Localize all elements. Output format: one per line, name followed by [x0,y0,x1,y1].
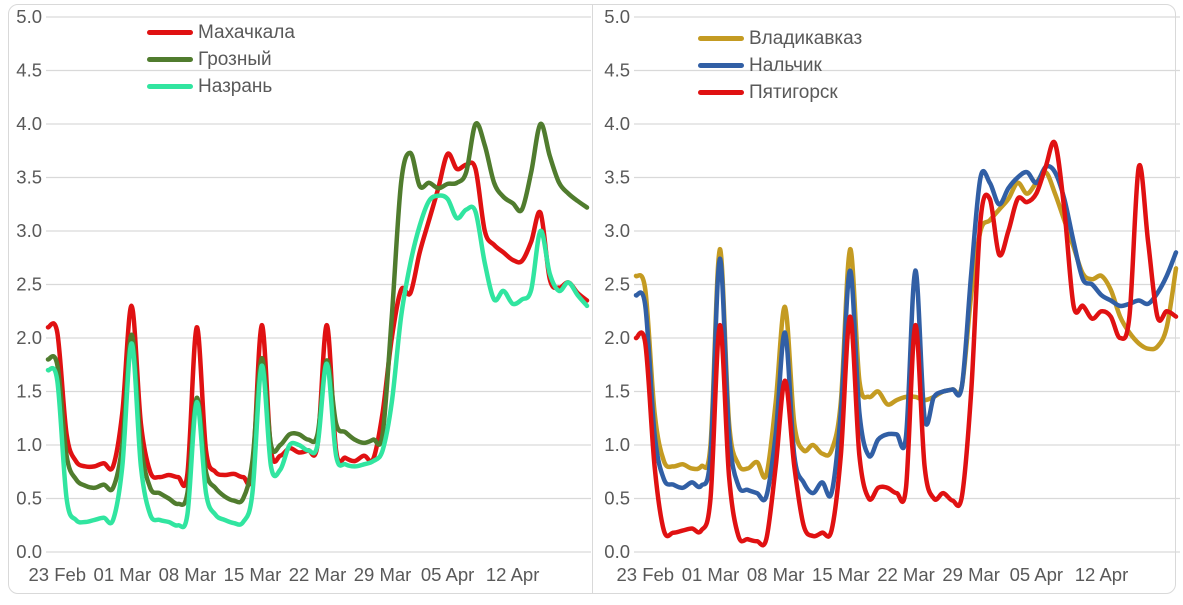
y-tick-label: 1.0 [604,434,630,455]
x-tick-label: 22 Mar [877,564,935,585]
legend-swatch-icon [147,83,193,89]
x-tick-label: 05 Apr [1010,564,1064,585]
x-tick-label: 23 Feb [617,564,675,585]
y-tick-label: 5.0 [604,6,630,27]
y-tick-label: 2.0 [604,327,630,348]
legend-swatch-icon [147,56,193,62]
x-tick-label: 12 Apr [486,564,540,585]
y-tick-label: 4.0 [16,113,42,134]
y-tick-label: 4.5 [16,60,42,81]
x-tick-label: 12 Apr [1075,564,1129,585]
y-tick-label: 1.0 [16,434,42,455]
x-tick-label: 08 Mar [159,564,217,585]
x-tick-label: 23 Feb [28,564,86,585]
legend-label: Владикавказ [749,27,863,49]
line-chart-right: 0.0 0.5 1.0 1.5 2.0 2.5 3.0 3.5 4.0 4.5 5.0 23 Feb 0… [604,6,1180,585]
y-tick-label: 3.0 [604,220,630,241]
y-tick-label: 1.5 [604,381,630,402]
legend-label: Грозный [198,48,272,70]
series-line-1-1 [633,163,1179,503]
y-tick-label: 2.5 [16,274,42,295]
y-tick-label: 5.0 [16,6,42,27]
x-tick-label: 15 Mar [812,564,870,585]
legend-item-0-0: Махачкала [147,20,295,44]
chart-panel-left: 0.0 0.5 1.0 1.5 2.0 2.5 3.0 3.5 4.0 4.5 5.0 23 Feb 0… [16,6,591,585]
y-tick-label: 0.0 [16,541,42,562]
y-tick-label: 0.0 [604,541,630,562]
legend-label: Пятигорск [749,81,838,103]
legend-item-1-0: Владикавказ [698,26,862,50]
legend-swatch-icon [147,29,193,35]
y-tick-label: 3.5 [604,167,630,188]
series-line-1-2 [633,139,1179,548]
x-tick-label: 29 Mar [354,564,412,585]
legend-item-0-2: Назрань [147,74,295,98]
legend-item-0-1: Грозный [147,47,295,71]
legend-label: Нальчик [749,54,822,76]
legend-swatch-icon [698,62,744,68]
y-tick-label: 2.0 [16,327,42,348]
y-tick-label: 1.5 [16,381,42,402]
legend-left: Махачкала Грозный Назрань [147,20,295,98]
legend-swatch-icon [698,89,744,95]
legend-swatch-icon [698,35,744,41]
y-tick-label: 0.5 [16,488,42,509]
x-tick-label: 08 Mar [747,564,805,585]
line-chart-left: 0.0 0.5 1.0 1.5 2.0 2.5 3.0 3.5 4.0 4.5 5.0 23 Feb 0… [16,6,591,585]
x-tick-label: 05 Apr [421,564,475,585]
legend-label: Назрань [198,75,273,97]
series-line-0-2 [45,193,590,530]
legend-item-1-2: Пятигорск [698,80,862,104]
legend-right: Владикавказ Нальчик Пятигорск [698,26,862,104]
y-tick-label: 4.0 [604,113,630,134]
x-tick-label: 01 Mar [682,564,740,585]
x-tick-label: 01 Mar [94,564,152,585]
legend-item-1-1: Нальчик [698,53,862,77]
y-tick-label: 2.5 [604,274,630,295]
y-tick-label: 3.5 [16,167,42,188]
x-tick-label: 22 Mar [289,564,347,585]
y-tick-label: 4.5 [604,60,630,81]
y-tick-label: 3.0 [16,220,42,241]
chart-panel-right: 0.0 0.5 1.0 1.5 2.0 2.5 3.0 3.5 4.0 4.5 5.0 23 Feb 0… [593,0,1183,605]
x-tick-label: 15 Mar [224,564,282,585]
legend-label: Махачкала [198,21,295,43]
x-tick-label: 29 Mar [942,564,1000,585]
y-tick-label: 0.5 [604,488,630,509]
panel-divider [592,4,593,593]
